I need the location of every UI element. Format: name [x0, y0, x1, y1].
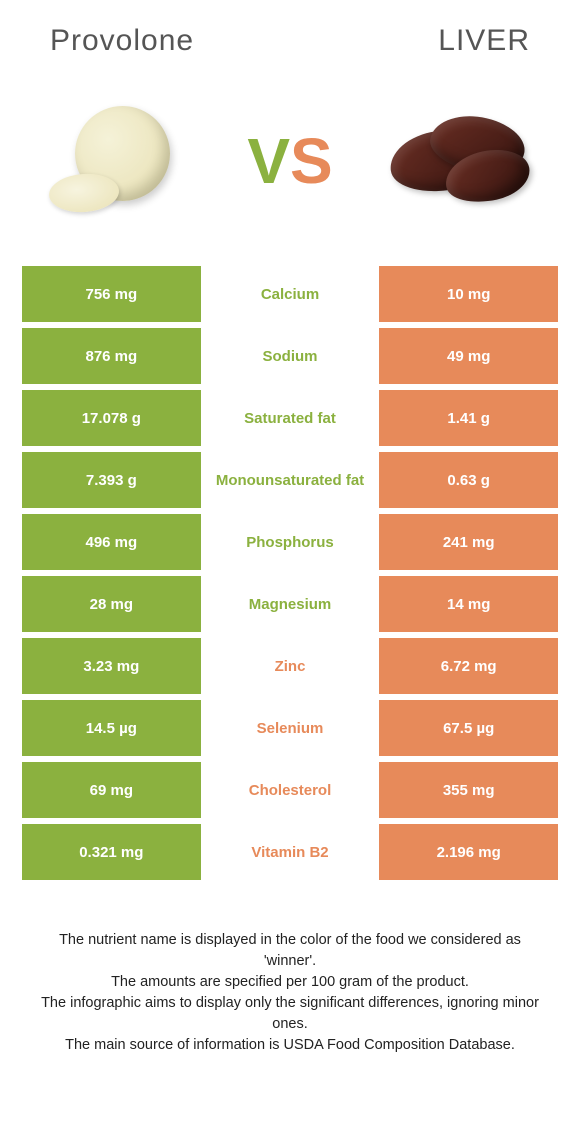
- cell-right-value: 6.72 mg: [379, 638, 558, 694]
- cell-right-value: 0.63 g: [379, 452, 558, 508]
- table-row: 3.23 mgZinc6.72 mg: [22, 638, 558, 694]
- cell-left-value: 69 mg: [22, 762, 201, 818]
- footer-line: The infographic aims to display only the…: [34, 993, 546, 1035]
- table-row: 69 mgCholesterol355 mg: [22, 762, 558, 818]
- cell-right-value: 2.196 mg: [379, 824, 558, 880]
- footer: The nutrient name is displayed in the co…: [0, 886, 580, 1056]
- cell-right-value: 1.41 g: [379, 390, 558, 446]
- header-left: Provolone: [50, 24, 194, 58]
- table-row: 496 mgPhosphorus241 mg: [22, 514, 558, 570]
- cell-nutrient-name: Calcium: [201, 266, 380, 322]
- cell-nutrient-name: Magnesium: [201, 576, 380, 632]
- cell-left-value: 496 mg: [22, 514, 201, 570]
- vs-s: S: [290, 124, 333, 198]
- footer-line: The main source of information is USDA F…: [34, 1035, 546, 1056]
- cell-right-value: 355 mg: [379, 762, 558, 818]
- footer-line: The nutrient name is displayed in the co…: [34, 930, 546, 972]
- header-right: LIVER: [438, 24, 530, 58]
- cell-left-value: 14.5 µg: [22, 700, 201, 756]
- cell-nutrient-name: Zinc: [201, 638, 380, 694]
- table-row: 14.5 µgSelenium67.5 µg: [22, 700, 558, 756]
- cell-nutrient-name: Cholesterol: [201, 762, 380, 818]
- cell-right-value: 67.5 µg: [379, 700, 558, 756]
- table-row: 756 mgCalcium10 mg: [22, 266, 558, 322]
- cell-nutrient-name: Vitamin B2: [201, 824, 380, 880]
- header: Provolone LIVER: [0, 0, 580, 66]
- cell-left-value: 0.321 mg: [22, 824, 201, 880]
- liver-image: [390, 101, 540, 221]
- cell-right-value: 241 mg: [379, 514, 558, 570]
- cell-left-value: 28 mg: [22, 576, 201, 632]
- cell-nutrient-name: Sodium: [201, 328, 380, 384]
- table-row: 7.393 gMonounsaturated fat0.63 g: [22, 452, 558, 508]
- footer-line: The amounts are specified per 100 gram o…: [34, 972, 546, 993]
- cell-nutrient-name: Phosphorus: [201, 514, 380, 570]
- table-row: 876 mgSodium49 mg: [22, 328, 558, 384]
- cell-right-value: 49 mg: [379, 328, 558, 384]
- cell-nutrient-name: Saturated fat: [201, 390, 380, 446]
- table-row: 28 mgMagnesium14 mg: [22, 576, 558, 632]
- provolone-image: [40, 101, 190, 221]
- table-row: 17.078 gSaturated fat1.41 g: [22, 390, 558, 446]
- table-row: 0.321 mgVitamin B22.196 mg: [22, 824, 558, 880]
- cell-right-value: 10 mg: [379, 266, 558, 322]
- nutrients-table: 756 mgCalcium10 mg 876 mgSodium49 mg 17.07…: [0, 266, 580, 880]
- vs-label: VS: [247, 124, 332, 198]
- cell-left-value: 3.23 mg: [22, 638, 201, 694]
- cell-right-value: 14 mg: [379, 576, 558, 632]
- cell-nutrient-name: Selenium: [201, 700, 380, 756]
- cell-nutrient-name: Monounsaturated fat: [201, 452, 380, 508]
- cell-left-value: 876 mg: [22, 328, 201, 384]
- cell-left-value: 17.078 g: [22, 390, 201, 446]
- cell-left-value: 7.393 g: [22, 452, 201, 508]
- vs-v: V: [247, 124, 290, 198]
- cell-left-value: 756 mg: [22, 266, 201, 322]
- vs-row: VS: [0, 66, 580, 266]
